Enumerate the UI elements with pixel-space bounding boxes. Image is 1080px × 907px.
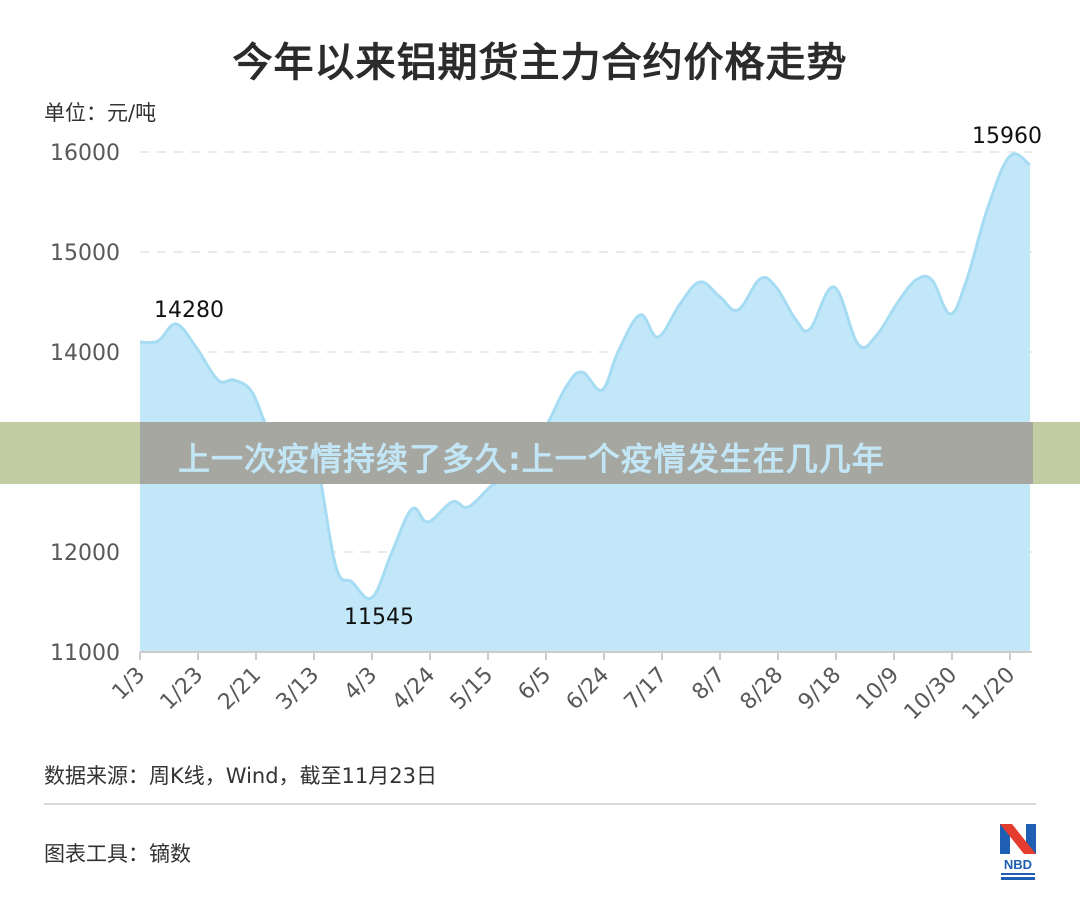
x-tick-label: 1/23 (156, 663, 209, 716)
footer-divider (44, 803, 1036, 805)
price-area (140, 153, 1030, 652)
unit-label: 单位：元/吨 (44, 101, 157, 125)
x-tick-label: 1/3 (108, 663, 151, 706)
y-tick-label: 16000 (50, 141, 120, 166)
y-tick-label: 11000 (50, 641, 120, 666)
svg-text:NBD: NBD (1004, 857, 1032, 872)
y-tick-label: 14000 (50, 341, 120, 366)
y-tick-label: 12000 (50, 541, 120, 566)
nbd-logo: NBD (998, 822, 1038, 884)
x-tick-label: 2/21 (214, 663, 267, 716)
x-tick-label: 9/18 (794, 663, 847, 716)
x-tick-label: 6/24 (562, 663, 615, 716)
annotation-label: 11545 (344, 605, 414, 630)
nbd-logo-icon: NBD (1000, 824, 1036, 880)
y-tick-label: 15000 (50, 241, 120, 266)
annotation-label: 14280 (154, 298, 224, 323)
y-axis-ticks: 110001200013000140001500016000 (50, 141, 120, 666)
x-axis-ticks: 1/3 1/23 2/21 3/13 4/3 4/24 5/15 6/5 6/24 7/17 8/7… (108, 652, 1021, 726)
overlay-banner-inner (140, 422, 1033, 484)
x-tick-label: 4/24 (388, 663, 441, 716)
x-tick-label: 7/17 (620, 663, 673, 716)
x-tick-label: 4/3 (340, 663, 383, 706)
x-tick-label: 3/13 (272, 663, 325, 716)
x-tick-label: 11/20 (958, 663, 1021, 726)
overlay-banner[interactable]: 上一次疫情持续了多久:上一个疫情发生在几几年 (0, 422, 1080, 484)
x-tick-label: 6/5 (514, 663, 557, 706)
chart-tool-note: 图表工具：镝数 (44, 842, 191, 866)
data-source-note: 数据来源：周K线，Wind，截至11月23日 (44, 764, 437, 788)
chart-title: 今年以来铝期货主力合约价格走势 (232, 40, 848, 86)
data-annotations: 14280 11545 15960 (154, 124, 1042, 630)
annotation-label: 15960 (972, 124, 1042, 149)
x-tick-label: 5/15 (446, 663, 499, 716)
x-tick-label: 8/28 (736, 663, 789, 716)
overlay-banner-text[interactable]: 上一次疫情持续了多久:上一个疫情发生在几几年 (178, 440, 885, 478)
x-tick-label: 10/30 (900, 663, 963, 726)
x-tick-label: 10/9 (852, 663, 905, 716)
x-tick-label: 8/7 (688, 663, 731, 706)
area-chart: 110001200013000140001500016000 1/31/232/… (50, 124, 1042, 726)
